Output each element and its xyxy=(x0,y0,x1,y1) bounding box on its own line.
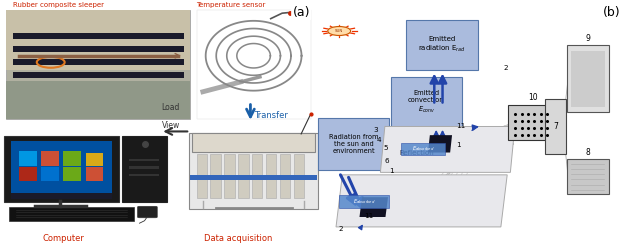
Text: 9: 9 xyxy=(585,34,590,43)
FancyBboxPatch shape xyxy=(391,77,462,127)
FancyBboxPatch shape xyxy=(19,167,37,181)
Text: 2: 2 xyxy=(503,65,508,71)
FancyBboxPatch shape xyxy=(567,45,609,112)
FancyBboxPatch shape xyxy=(138,206,157,218)
FancyBboxPatch shape xyxy=(339,195,389,208)
FancyBboxPatch shape xyxy=(401,143,445,155)
FancyBboxPatch shape xyxy=(406,20,478,70)
FancyBboxPatch shape xyxy=(13,46,184,52)
FancyBboxPatch shape xyxy=(210,154,221,198)
FancyBboxPatch shape xyxy=(63,151,81,166)
FancyBboxPatch shape xyxy=(9,207,134,221)
Text: 3: 3 xyxy=(373,127,378,133)
FancyBboxPatch shape xyxy=(86,167,103,181)
FancyBboxPatch shape xyxy=(41,151,59,166)
FancyBboxPatch shape xyxy=(224,154,235,198)
FancyBboxPatch shape xyxy=(129,174,159,176)
FancyBboxPatch shape xyxy=(280,154,290,198)
Text: Computer: Computer xyxy=(42,234,84,243)
FancyBboxPatch shape xyxy=(4,136,119,202)
FancyBboxPatch shape xyxy=(122,136,167,202)
Text: Reflection: Reflection xyxy=(400,150,434,156)
FancyBboxPatch shape xyxy=(192,133,315,152)
FancyBboxPatch shape xyxy=(197,154,207,198)
FancyBboxPatch shape xyxy=(11,193,112,199)
Polygon shape xyxy=(380,126,515,172)
Text: 1: 1 xyxy=(389,168,394,174)
FancyBboxPatch shape xyxy=(41,167,59,181)
FancyBboxPatch shape xyxy=(6,10,190,119)
FancyBboxPatch shape xyxy=(252,154,262,198)
FancyBboxPatch shape xyxy=(571,51,605,107)
FancyBboxPatch shape xyxy=(6,10,190,70)
Text: 7: 7 xyxy=(553,122,558,131)
Circle shape xyxy=(328,27,351,35)
FancyBboxPatch shape xyxy=(294,154,304,198)
FancyBboxPatch shape xyxy=(508,105,558,140)
Text: 11: 11 xyxy=(365,213,373,219)
Polygon shape xyxy=(428,135,452,153)
FancyBboxPatch shape xyxy=(266,154,276,198)
Text: $E_{absorbed}$: $E_{absorbed}$ xyxy=(411,145,434,154)
FancyBboxPatch shape xyxy=(238,154,249,198)
Text: Radiation from
the sun and
environment: Radiation from the sun and environment xyxy=(328,134,378,154)
FancyBboxPatch shape xyxy=(197,10,311,119)
FancyBboxPatch shape xyxy=(389,137,446,170)
FancyBboxPatch shape xyxy=(13,72,184,78)
FancyBboxPatch shape xyxy=(129,166,159,169)
Polygon shape xyxy=(336,175,507,227)
FancyBboxPatch shape xyxy=(189,133,318,209)
Text: 6: 6 xyxy=(384,158,389,164)
Text: Emitted
radiation E$_{rad}$: Emitted radiation E$_{rad}$ xyxy=(418,36,466,54)
Text: View: View xyxy=(162,121,180,130)
FancyBboxPatch shape xyxy=(11,141,112,199)
FancyBboxPatch shape xyxy=(13,33,184,39)
Text: Load: Load xyxy=(162,103,180,112)
FancyBboxPatch shape xyxy=(6,81,190,119)
FancyBboxPatch shape xyxy=(19,151,37,166)
Text: 11: 11 xyxy=(456,124,465,129)
FancyBboxPatch shape xyxy=(545,99,566,154)
Text: 2: 2 xyxy=(338,226,343,232)
Text: Rubber composite sleeper: Rubber composite sleeper xyxy=(13,2,104,8)
Text: 1: 1 xyxy=(456,142,461,148)
FancyBboxPatch shape xyxy=(567,159,609,194)
Text: Transfer: Transfer xyxy=(254,111,287,120)
Polygon shape xyxy=(359,197,388,217)
Text: SUN: SUN xyxy=(335,29,344,33)
FancyBboxPatch shape xyxy=(190,175,317,180)
Text: Temperature sensor: Temperature sensor xyxy=(197,2,266,8)
Text: (b): (b) xyxy=(603,6,621,19)
Text: $E_{absorbed}$: $E_{absorbed}$ xyxy=(353,197,375,206)
Text: 8: 8 xyxy=(585,148,590,157)
FancyBboxPatch shape xyxy=(318,118,389,170)
Text: (a): (a) xyxy=(292,6,310,19)
Text: Data acquisition: Data acquisition xyxy=(204,234,272,243)
FancyBboxPatch shape xyxy=(13,59,184,65)
Text: 4: 4 xyxy=(377,137,382,143)
Text: 10: 10 xyxy=(528,93,538,102)
Text: Emitted
convection
$E_{conv}$: Emitted convection $E_{conv}$ xyxy=(408,90,444,115)
FancyBboxPatch shape xyxy=(63,167,81,181)
FancyBboxPatch shape xyxy=(129,159,159,161)
FancyBboxPatch shape xyxy=(86,153,103,166)
Text: 5: 5 xyxy=(383,145,388,151)
